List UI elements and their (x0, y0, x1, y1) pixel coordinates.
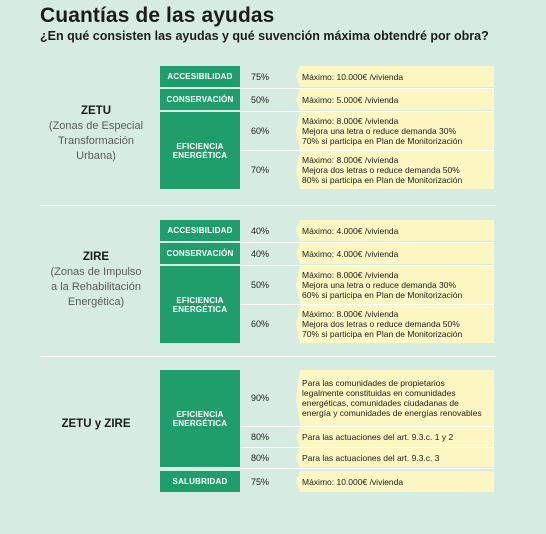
section-divider (40, 356, 496, 357)
description-cell: Máximo: 8.000€ /vivienda Mejora dos letr… (296, 305, 494, 343)
description-cell: Para las actuaciones del art. 9.3.c. 1 y… (296, 427, 494, 447)
percent-cell: 60% (251, 126, 270, 136)
zone-name: ZIRE (82, 251, 110, 263)
zone-description: (Zonas de Especial Transformación Urbana… (48, 120, 144, 162)
zone-label-zetu-zire: ZETU y ZIRE (40, 417, 152, 432)
page-subtitle: ¿En qué consisten las ayudas y qué suven… (40, 29, 489, 43)
description-cell: Máximo: 4.000€ /vivienda (296, 220, 494, 241)
description-cell: Máximo: 10.000€ /vivienda (296, 66, 494, 87)
category-eficiencia-energetica: EFICIENCIA ENERGÉTICA (160, 370, 240, 467)
description-text: Máximo: 8.000€ /vivienda Mejora dos letr… (302, 155, 463, 185)
row-separator (240, 265, 494, 266)
description-cell: Para las comunidades de propietarios leg… (296, 370, 494, 426)
percent-cell: 80% (251, 452, 270, 463)
percent-cell: 75% (251, 476, 270, 487)
percent-cell: 50% (251, 94, 270, 105)
row-separator (240, 426, 494, 427)
category-conservacion: CONSERVACIÓN (160, 89, 240, 110)
zone-label-zire: ZIRE (Zonas de Impulso a la Rehabilitaci… (40, 250, 152, 310)
percent-cell: 50% (251, 280, 270, 290)
row-separator (240, 468, 494, 469)
category-conservacion: CONSERVACIÓN (160, 243, 240, 264)
description-text: Máximo: 10.000€ /vivienda (302, 71, 404, 82)
zone-label-zetu: ZETU (Zonas de Especial Transformación U… (40, 104, 152, 164)
description-text: Máximo: 8.000€ /vivienda Mejora dos letr… (302, 309, 463, 339)
description-text: Para las actuaciones del art. 9.3.c. 3 (302, 452, 440, 463)
row-separator (240, 447, 494, 448)
zone-name: ZETU (80, 105, 112, 117)
description-text: Máximo: 10.000€ /vivienda (302, 476, 404, 487)
zone-description: (Zonas de Impulso a la Rehabilitación En… (50, 266, 142, 308)
row-separator (240, 150, 494, 151)
page-title: Cuantías de las ayudas (40, 4, 275, 27)
row-separator (240, 111, 494, 112)
category-salubridad: SALUBRIDAD (160, 471, 240, 492)
row-separator (240, 242, 494, 243)
percent-cell: 90% (251, 393, 270, 403)
description-cell: Para las actuaciones del art. 9.3.c. 3 (296, 448, 494, 467)
description-text: Máximo: 5.000€ /vivienda (302, 94, 399, 105)
description-text: Máximo: 4.000€ /vivienda (302, 248, 399, 259)
category-accesibilidad: ACCESIBILIDAD (160, 220, 240, 241)
row-separator (240, 304, 494, 305)
description-text: Máximo: 4.000€ /vivienda (302, 225, 399, 236)
description-cell: Máximo: 4.000€ /vivienda (296, 243, 494, 264)
description-cell: Máximo: 10.000€ /vivienda (296, 471, 494, 492)
percent-cell: 60% (251, 319, 270, 329)
description-text: Para las actuaciones del art. 9.3.c. 1 y… (302, 432, 454, 442)
category-eficiencia-energetica: EFICIENCIA ENERGÉTICA (160, 112, 240, 189)
description-text: Para las comunidades de propietarios leg… (302, 378, 482, 418)
section-divider (40, 205, 496, 206)
percent-cell: 40% (251, 248, 270, 259)
description-text: Máximo: 8.000€ /vivienda Mejora una letr… (302, 270, 463, 300)
description-cell: Máximo: 8.000€ /vivienda Mejora una letr… (296, 266, 494, 304)
description-cell: Máximo: 8.000€ /vivienda Mejora dos letr… (296, 151, 494, 189)
category-accesibilidad: ACCESIBILIDAD (160, 66, 240, 87)
percent-cell: 40% (251, 225, 270, 236)
description-cell: Máximo: 5.000€ /vivienda (296, 89, 494, 110)
percent-cell: 75% (251, 71, 270, 82)
zone-name: ZETU y ZIRE (61, 418, 131, 430)
description-text: Máximo: 8.000€ /vivienda Mejora una letr… (302, 116, 463, 146)
percent-cell: 70% (251, 165, 270, 175)
description-cell: Máximo: 8.000€ /vivienda Mejora una letr… (296, 112, 494, 150)
percent-cell: 80% (251, 432, 270, 442)
category-eficiencia-energetica: EFICIENCIA ENERGÉTICA (160, 266, 240, 343)
row-separator (240, 88, 494, 89)
